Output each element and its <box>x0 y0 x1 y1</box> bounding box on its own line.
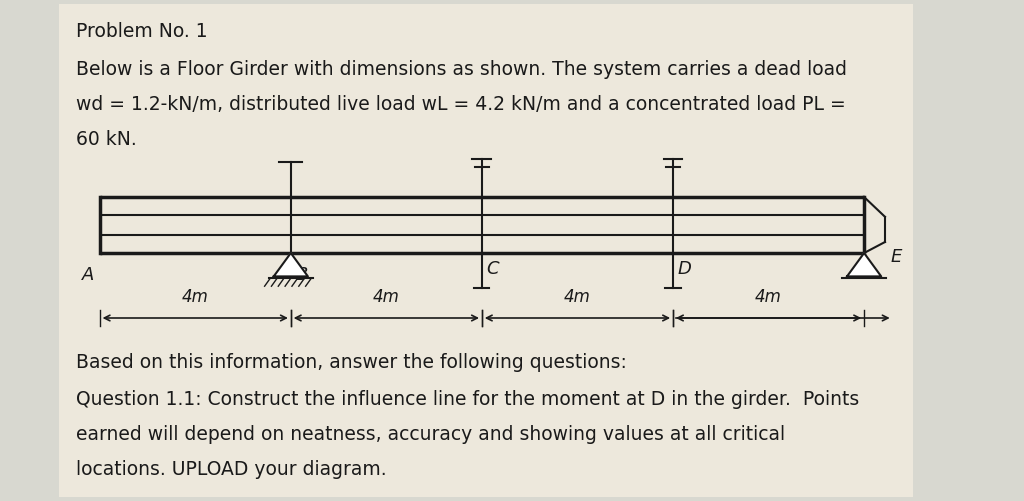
Text: 4m: 4m <box>182 288 209 306</box>
Text: B: B <box>296 266 308 284</box>
Text: Below is a Floor Girder with dimensions as shown. The system carries a dead load: Below is a Floor Girder with dimensions … <box>76 60 847 79</box>
Text: Problem No. 1: Problem No. 1 <box>76 22 208 41</box>
Text: 4m: 4m <box>755 288 782 306</box>
Text: 60 kN.: 60 kN. <box>76 130 137 149</box>
Text: D: D <box>678 260 691 278</box>
Polygon shape <box>273 253 308 277</box>
Text: wd = 1.2-kN/m, distributed live load wL = 4.2 kN/m and a concentrated load PL =: wd = 1.2-kN/m, distributed live load wL … <box>76 95 846 114</box>
Polygon shape <box>847 253 882 277</box>
Text: Question 1.1: Construct the influence line for the moment at D in the girder.  P: Question 1.1: Construct the influence li… <box>76 390 859 409</box>
Text: locations. UPLOAD your diagram.: locations. UPLOAD your diagram. <box>76 460 387 479</box>
Text: 4m: 4m <box>373 288 399 306</box>
Text: C: C <box>486 260 500 278</box>
Text: Based on this information, answer the following questions:: Based on this information, answer the fo… <box>76 353 627 372</box>
Text: A: A <box>82 266 94 284</box>
Text: earned will depend on neatness, accuracy and showing values at all critical: earned will depend on neatness, accuracy… <box>76 425 785 444</box>
Text: E: E <box>891 248 902 266</box>
FancyBboxPatch shape <box>58 4 913 497</box>
Text: 4m: 4m <box>564 288 591 306</box>
